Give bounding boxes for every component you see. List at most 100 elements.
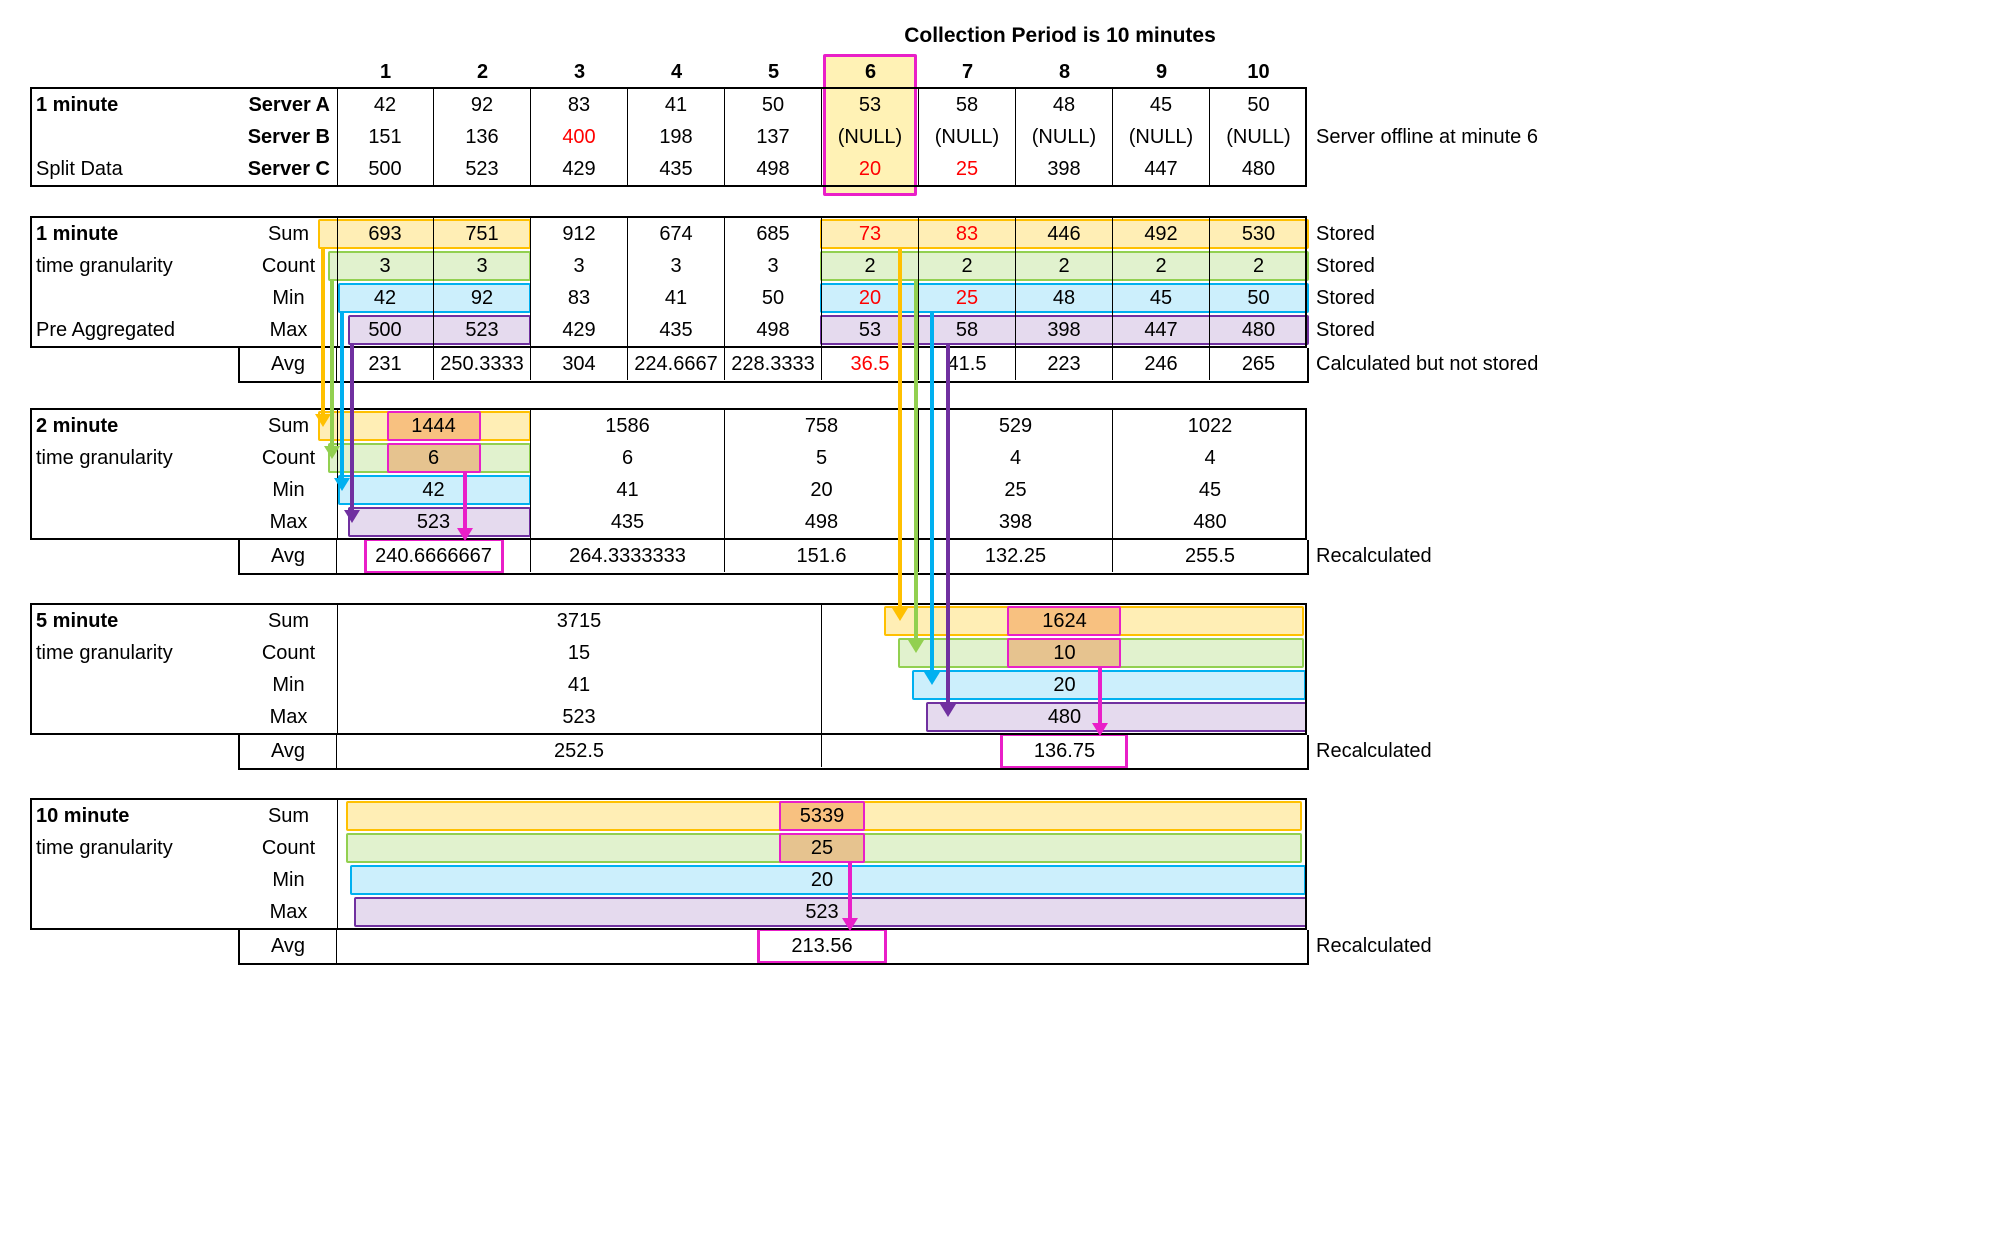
data-cell: 530: [1241, 223, 1276, 245]
data-cell: 41.5: [919, 348, 1016, 380]
data-cell: 53: [822, 89, 919, 121]
calculated-not-stored-note: Calculated but not stored: [1316, 353, 1539, 375]
data-cell: 20: [822, 153, 919, 185]
ten-count-row: 25: [337, 832, 1307, 864]
data-cell: 10: [1247, 61, 1270, 83]
data-cell: 136.75: [1033, 740, 1096, 762]
one-min-table-caption: Pre Aggregated: [36, 319, 175, 341]
data-cell: 5: [767, 61, 780, 83]
data-cell: 6: [531, 442, 725, 474]
pre-avg-values: 231 250.3333 304 224.6667 228.3333 36.5 41.5 22…: [337, 348, 1307, 380]
data-cell: 20: [725, 474, 919, 506]
data-cell: 2: [822, 250, 919, 282]
five-sum-label: Sum: [267, 610, 310, 632]
data-cell: 398: [1016, 153, 1113, 185]
data-cell: 2: [1113, 250, 1210, 282]
data-cell: 48: [1016, 89, 1113, 121]
pre-sum-label: Sum: [267, 223, 310, 245]
recalculated-note-ten: Recalculated: [1316, 935, 1432, 957]
pre-min-label: Min: [272, 287, 305, 309]
data-cell: 435: [628, 153, 725, 185]
ten-min-table-title: 10 minute: [36, 805, 130, 827]
data-cell: 447: [1113, 314, 1210, 346]
data-cell: 480: [1193, 511, 1227, 533]
five-min-sum-value-box: [1007, 606, 1121, 636]
data-cell: 92: [434, 89, 531, 121]
data-cell: 41: [531, 474, 725, 506]
data-cell: 1624: [1042, 610, 1087, 632]
data-cell: 136: [434, 121, 531, 153]
five-avg-row: Avg: [238, 735, 1309, 770]
data-cell: 265: [1241, 353, 1276, 375]
split-data-table-border: [30, 87, 1307, 187]
data-cell: 83: [531, 89, 628, 121]
data-cell: 53: [822, 314, 919, 346]
data-cell: 45: [1198, 479, 1222, 501]
data-cell: 42: [337, 282, 434, 314]
data-cell: (NULL): [919, 121, 1016, 153]
ten-min-sum-value-box: [779, 801, 865, 831]
data-cell: 523: [434, 153, 531, 185]
data-cell: 228.3333: [725, 348, 822, 380]
data-cell: 5339: [799, 805, 845, 827]
five-max-label: Max: [269, 706, 308, 728]
label-divider: [337, 605, 338, 733]
ten-sum-row: 5339: [337, 800, 1307, 832]
data-cell: 3: [628, 250, 725, 282]
data-cell: 8: [1058, 61, 1071, 83]
column-header-row: 1 2 3 4 5 6 7 8 9 10: [337, 56, 1307, 88]
two-max-label: Max: [269, 511, 308, 533]
data-cell: 429: [531, 153, 628, 185]
data-cell: 429: [531, 314, 628, 346]
stored-note-sum: Stored: [1316, 223, 1375, 245]
five-avg-label: Avg: [240, 735, 337, 768]
one-min-table-border: [30, 216, 1307, 348]
data-cell: 36.5: [822, 348, 919, 380]
five-max-row: 523 480: [337, 701, 1307, 733]
two-sum-label: Sum: [267, 415, 310, 437]
pre-max-row: 500 523 429 435 498 53 58 398 447 480: [337, 314, 1307, 346]
split-table-title: 1 minute: [36, 94, 119, 116]
ten-max-label: Max: [269, 901, 308, 923]
data-cell: 500: [337, 153, 434, 185]
data-cell: 7: [961, 61, 974, 83]
server-b-row: 151 136 400 198 137 (NULL) (NULL) (NULL) (NULL)(…: [337, 121, 1307, 153]
stored-note-max: Stored: [1316, 319, 1375, 341]
count-source-highlight-min1-2: [328, 251, 531, 281]
data-cell: 523: [337, 701, 822, 733]
data-cell: 685: [725, 218, 822, 250]
ten-min-table-border: [30, 798, 1307, 930]
data-cell: 447: [1113, 153, 1210, 185]
pre-avg-label: Avg: [240, 348, 337, 381]
data-cell: 4: [670, 61, 683, 83]
label-divider: [337, 800, 338, 928]
data-cell: 20: [1053, 674, 1076, 696]
data-cell: 48: [1016, 282, 1113, 314]
two-min-label: Min: [272, 479, 305, 501]
data-cell: 20: [822, 282, 919, 314]
two-min-table-subtitle: time granularity: [36, 447, 173, 469]
sum-source-highlight-min6-10: [820, 219, 1309, 249]
data-cell: 58: [919, 314, 1016, 346]
two-avg-values: 240.6666667 264.3333333 151.6 132.25 255.5: [337, 540, 1307, 572]
data-cell: 2: [919, 250, 1016, 282]
data-cell: 151.6: [725, 540, 919, 572]
data-cell: 83: [531, 282, 628, 314]
data-cell: 400: [531, 121, 628, 153]
data-cell: 4: [1204, 447, 1216, 469]
data-cell: 498: [725, 153, 822, 185]
data-cell: 25: [919, 474, 1113, 506]
data-cell: (NULL): [1226, 126, 1291, 148]
ten-count-label: Count: [261, 837, 316, 859]
data-cell: 240.6666667: [337, 540, 531, 572]
page-title: Collection Period is 10 minutes: [904, 24, 1216, 47]
data-cell: 50: [725, 89, 822, 121]
five-sum-row: 3715 1624: [337, 605, 1307, 637]
data-cell: 6: [864, 61, 877, 83]
minute-6-highlight-box: [823, 54, 917, 196]
data-cell: 758: [725, 410, 919, 442]
ten-avg-values: 213.56: [337, 930, 1307, 962]
